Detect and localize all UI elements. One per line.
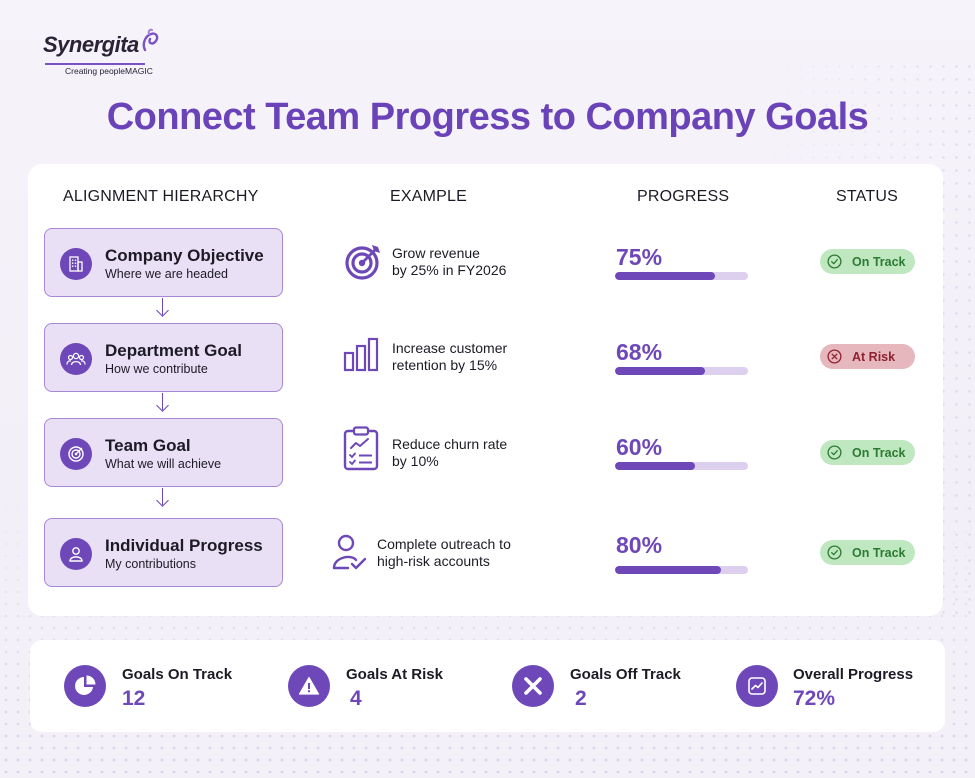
building-icon <box>60 248 92 280</box>
hierarchy-company-objective[interactable]: Company Objective Where we are headed <box>44 228 283 297</box>
progress-bar-fill <box>615 272 715 280</box>
hierarchy-subtitle: What we will achieve <box>105 457 222 471</box>
stat-value: 72% <box>793 687 836 710</box>
example-text: Grow revenue by 25% in FY2026 <box>392 245 592 279</box>
arrow-down-icon <box>156 393 169 412</box>
x-mark-icon <box>512 665 554 707</box>
hierarchy-subtitle: How we contribute <box>105 362 208 376</box>
status-badge: On Track <box>820 540 915 565</box>
arrow-down-icon <box>156 488 169 507</box>
example-line: retention by 15% <box>392 357 498 373</box>
status-badge: On Track <box>820 249 915 274</box>
progress-bar-fill <box>615 367 706 375</box>
stat-label: Goals Off Track <box>570 666 681 683</box>
arrow-down-icon <box>156 298 169 317</box>
progress-percent: 60% <box>616 434 663 460</box>
stat-value: 2 <box>575 687 587 710</box>
stat-label: Goals At Risk <box>346 666 443 683</box>
status-label: On Track <box>852 445 906 460</box>
column-header-example: EXAMPLE <box>390 188 467 205</box>
check-circle-icon <box>827 254 842 269</box>
status-label: On Track <box>852 545 906 560</box>
column-header-hierarchy: ALIGNMENT HIERARCHY <box>63 188 259 205</box>
example-line: Increase customer <box>392 340 508 356</box>
status-label: At Risk <box>852 349 896 364</box>
hierarchy-individual-progress[interactable]: Individual Progress My contributions <box>44 518 283 587</box>
progress-bar <box>615 367 748 375</box>
stat-label: Overall Progress <box>793 666 914 683</box>
page-title: Connect Team Progress to Company Goals <box>106 96 869 138</box>
hierarchy-department-goal[interactable]: Department Goal How we contribute <box>44 323 283 392</box>
hierarchy-subtitle: Where we are headed <box>105 267 228 281</box>
x-circle-icon <box>827 349 842 364</box>
progress-bar-fill <box>615 462 695 470</box>
progress-percent: 80% <box>616 532 663 558</box>
example-line: high-risk accounts <box>377 553 490 569</box>
stat-value: 12 <box>122 687 146 710</box>
warning-triangle-icon <box>288 665 330 707</box>
check-circle-icon <box>827 445 842 460</box>
trend-chart-icon <box>736 665 778 707</box>
status-badge: At Risk <box>820 344 915 369</box>
hierarchy-subtitle: My contributions <box>105 557 197 571</box>
check-circle-icon <box>827 545 842 560</box>
example-line: Grow revenue <box>392 245 480 261</box>
person-icon <box>60 538 92 570</box>
hierarchy-team-goal[interactable]: Team Goal What we will achieve <box>44 418 283 487</box>
stat-label: Goals On Track <box>122 666 233 683</box>
example-line: Complete outreach to <box>377 536 511 552</box>
example-text: Reduce churn rate by 10% <box>392 436 592 470</box>
column-header-status: STATUS <box>836 188 898 205</box>
brand-tagline: Creating peopleMAGIC <box>65 66 153 76</box>
status-label: On Track <box>852 254 906 269</box>
brand-name: Synergita <box>43 32 139 57</box>
pie-chart-icon <box>64 665 106 707</box>
example-text: Increase customer retention by 15% <box>392 340 592 374</box>
brand-mark-icon <box>142 28 159 52</box>
target-icon <box>60 438 92 470</box>
stat-value: 4 <box>350 687 362 710</box>
progress-percent: 75% <box>616 244 663 270</box>
people-group-icon <box>60 343 92 375</box>
progress-bar-fill <box>615 566 722 574</box>
example-line: Reduce churn rate <box>392 436 508 452</box>
example-line: by 10% <box>392 453 439 469</box>
hierarchy-title: Department Goal <box>105 341 242 360</box>
status-badge: On Track <box>820 440 915 465</box>
example-text: Complete outreach to high-risk accounts <box>377 536 577 570</box>
example-line: by 25% in FY2026 <box>392 262 507 278</box>
summary-stats-card <box>30 640 945 732</box>
brand-underline <box>45 63 145 65</box>
progress-bar <box>615 462 748 470</box>
column-header-progress: PROGRESS <box>637 188 730 205</box>
progress-bar <box>615 272 748 280</box>
hierarchy-title: Team Goal <box>105 436 191 455</box>
person-check-icon <box>332 534 367 570</box>
brand-logo[interactable]: Synergita Creating peopleMAGIC <box>43 28 159 76</box>
clipboard-checklist-icon <box>343 426 379 471</box>
hierarchy-title: Individual Progress <box>105 536 263 555</box>
bar-chart-icon <box>343 337 379 372</box>
hierarchy-title: Company Objective <box>105 246 264 265</box>
progress-percent: 68% <box>616 339 663 365</box>
progress-bar <box>615 566 748 574</box>
target-arrow-icon <box>345 245 380 280</box>
